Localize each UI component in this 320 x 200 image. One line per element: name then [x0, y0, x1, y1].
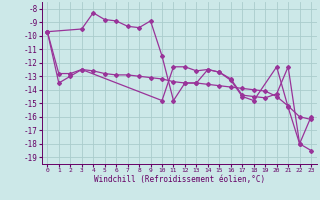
X-axis label: Windchill (Refroidissement éolien,°C): Windchill (Refroidissement éolien,°C): [94, 175, 265, 184]
